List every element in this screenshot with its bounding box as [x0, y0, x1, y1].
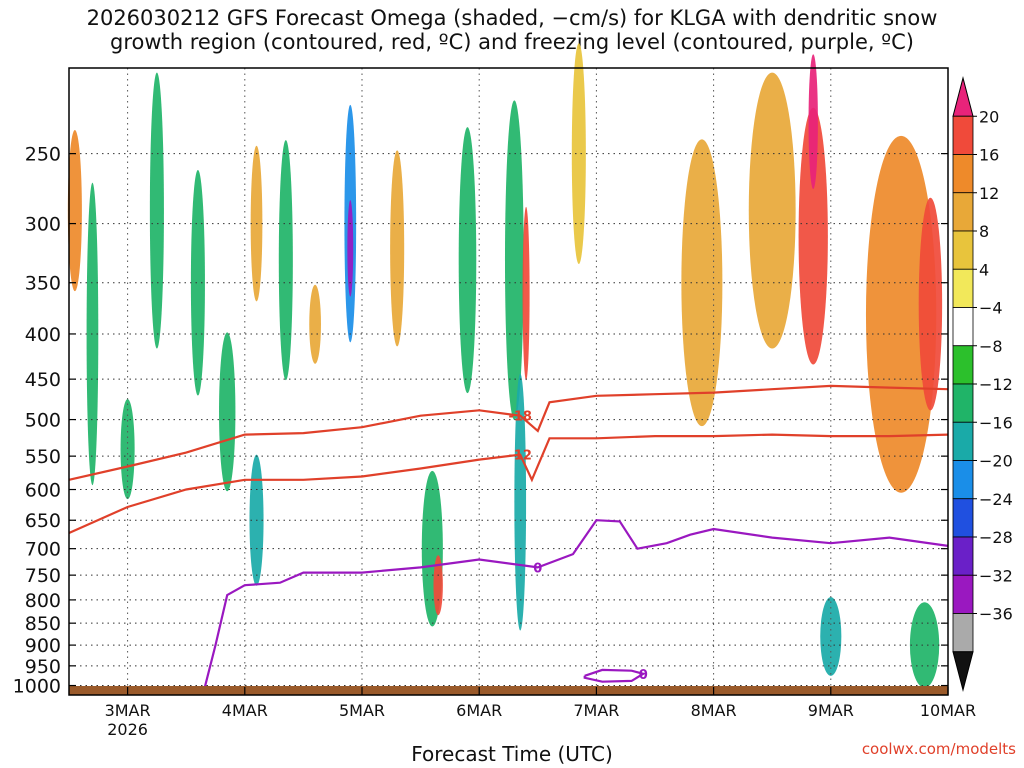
- y-tick-label: 450: [25, 369, 61, 391]
- omega-cell: [865, 135, 937, 493]
- colorbar-cap-top: [952, 76, 974, 117]
- colorbar-label: 16: [979, 146, 999, 165]
- colorbar-label: 8: [979, 222, 989, 241]
- contour-line: [202, 519, 949, 692]
- plot-frame: [68, 67, 949, 696]
- omega-cell: [390, 150, 405, 347]
- omega-cell: [909, 602, 940, 688]
- x-axis-title: Forecast Time (UTC): [411, 742, 613, 766]
- contour-label: -18: [508, 410, 532, 425]
- colorbar-segment: [952, 192, 974, 232]
- colorbar-label: −28: [979, 528, 1013, 547]
- credit-text: coolwx.com/modelts: [861, 740, 1016, 758]
- terrain-strip: [69, 686, 948, 695]
- colorbar-segment: [952, 230, 974, 270]
- omega-cell: [571, 43, 586, 264]
- colorbar-label: −36: [979, 605, 1013, 624]
- colorbar-cap-bottom: [952, 651, 974, 692]
- colorbar-label: −4: [979, 299, 1003, 318]
- colorbar-segment: [952, 268, 974, 308]
- x-tick-label: 9MAR: [808, 701, 854, 720]
- colorbar-label: −20: [979, 452, 1013, 471]
- y-tick-label: 650: [25, 510, 61, 532]
- chart-title-line2: growth region (contoured, red, ºC) and f…: [110, 30, 914, 54]
- omega-cell: [522, 206, 530, 381]
- y-tick-label: 800: [25, 590, 61, 612]
- y-tick-label: 900: [25, 635, 61, 657]
- y-tick-label: 1000: [13, 676, 61, 698]
- colorbar-label: −24: [979, 490, 1013, 509]
- contour-line: [68, 384, 949, 481]
- x-tick-sublabel: 2026: [107, 720, 148, 739]
- colorbar-label: 20: [979, 107, 999, 126]
- colorbar-label: −16: [979, 413, 1013, 432]
- y-tick-label: 300: [25, 214, 61, 236]
- omega-cell: [808, 54, 818, 190]
- colorbar-segment: [952, 574, 974, 614]
- omega-cell: [219, 332, 236, 492]
- colorbar-segment: [952, 421, 974, 461]
- omega-cell: [918, 197, 943, 411]
- colorbar-label: −12: [979, 375, 1013, 394]
- colorbar-segment: [952, 115, 974, 155]
- omega-cell: [820, 597, 842, 676]
- omega-cell: [748, 72, 796, 349]
- contour-line: [68, 433, 949, 535]
- colorbar-label: 4: [979, 260, 989, 279]
- y-tick-label: 500: [25, 410, 61, 432]
- colorbar-segment: [952, 460, 974, 500]
- colorbar-label: −32: [979, 566, 1013, 585]
- chart-title-line1: 2026030212 GFS Forecast Omega (shaded, −…: [86, 6, 938, 30]
- y-tick-label: 400: [25, 324, 61, 346]
- colorbar-label: −8: [979, 337, 1003, 356]
- colorbar: 20 16 12 8 4 −4 −8 −12 −16 −20 −24 −28 −32 −36: [952, 76, 1013, 692]
- y-tick-label: 850: [25, 613, 61, 635]
- omega-cell: [504, 100, 524, 420]
- y-tick-label: 950: [25, 656, 61, 678]
- colorbar-segment: [952, 613, 974, 653]
- colorbar-segment: [952, 345, 974, 385]
- colorbar-segment: [952, 536, 974, 576]
- contour-label: 0: [533, 561, 542, 576]
- x-tick-label: 4MAR: [222, 701, 268, 720]
- y-tick-label: 700: [25, 539, 61, 561]
- omega-cell: [433, 555, 443, 616]
- y-tick-label: 250: [25, 144, 61, 166]
- omega-cell: [149, 72, 164, 349]
- omega-cell: [278, 140, 293, 381]
- y-axis: 2503003504004505005506006507007508008509…: [13, 144, 948, 698]
- x-tick-label: 8MAR: [691, 701, 737, 720]
- colorbar-label: 12: [979, 184, 999, 203]
- colorbar-segment: [952, 383, 974, 423]
- x-tick-label: 3MAR: [105, 701, 151, 720]
- x-tick-label: 5MAR: [339, 701, 385, 720]
- x-tick-label: 6MAR: [456, 701, 502, 720]
- y-tick-label: 350: [25, 273, 61, 295]
- y-tick-label: 600: [25, 480, 61, 502]
- colorbar-segment: [952, 498, 974, 538]
- y-tick-label: 550: [25, 446, 61, 468]
- omega-cell: [458, 127, 477, 394]
- omega-cell: [309, 284, 321, 364]
- colorbar-segment: [952, 154, 974, 194]
- x-tick-label: 7MAR: [573, 701, 619, 720]
- omega-cell: [190, 169, 205, 396]
- contour-layer: -18 -12 0 0: [68, 384, 949, 692]
- contour-label: 0: [639, 668, 648, 683]
- x-tick-label: 10MAR: [920, 701, 976, 720]
- contour-line: [583, 668, 647, 683]
- omega-cell: [67, 130, 82, 292]
- omega-cell: [798, 107, 828, 365]
- omega-cell: [347, 200, 354, 297]
- omega-cell: [120, 399, 135, 500]
- contour-label: -12: [508, 449, 532, 464]
- colorbar-segment: [952, 307, 974, 347]
- y-tick-label: 750: [25, 565, 61, 587]
